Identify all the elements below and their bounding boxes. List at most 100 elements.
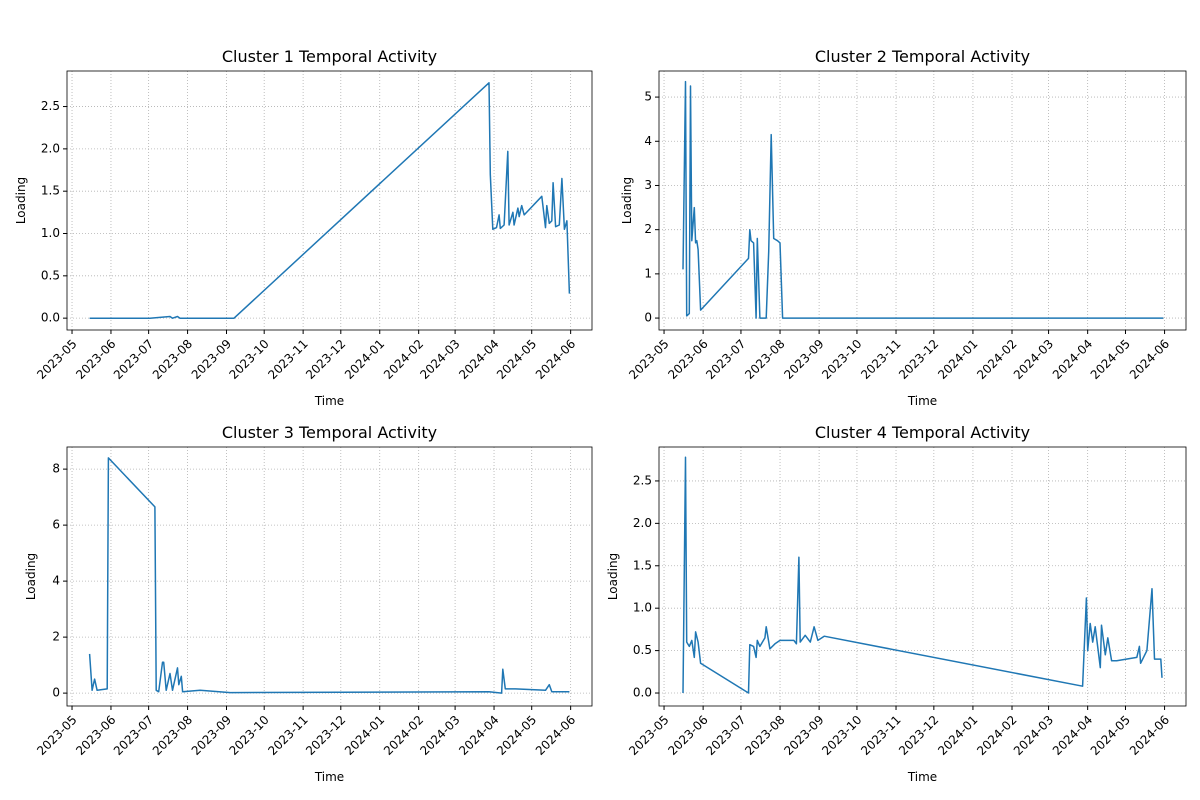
y-tick-label: 0.0	[41, 311, 60, 325]
x-tick-label: 2023-05	[34, 337, 79, 382]
x-tick-label: 2023-10	[226, 713, 271, 758]
x-tick-label: 2023-11	[858, 713, 903, 758]
x-tick-label: 2023-12	[896, 713, 941, 758]
y-tick-label: 1	[644, 266, 652, 280]
y-axis-label: Loading	[620, 177, 634, 224]
y-tick-label: 2.0	[41, 141, 60, 155]
y-tick-label: 2.0	[633, 516, 652, 530]
y-tick-label: 1.0	[633, 601, 652, 615]
y-tick-label: 0.0	[633, 686, 652, 700]
subplot-title: Cluster 2 Temporal Activity	[815, 47, 1030, 66]
subplot: 2023-052023-062023-072023-082023-092023-…	[606, 423, 1187, 784]
x-tick-label: 2024-04	[456, 337, 501, 382]
y-tick-label: 0.5	[633, 643, 652, 657]
x-tick-label: 2024-06	[533, 713, 578, 758]
x-tick-label: 2023-08	[150, 713, 195, 758]
x-tick-label: 2024-03	[417, 713, 462, 758]
y-tick-label: 8	[52, 462, 60, 476]
subplot: 2023-052023-062023-072023-082023-092023-…	[24, 423, 593, 784]
x-tick-label: 2024-06	[533, 337, 578, 382]
x-tick-label: 2023-07	[111, 713, 156, 758]
y-tick-label: 6	[52, 518, 60, 532]
x-tick-label: 2023-12	[896, 337, 941, 382]
subplot: 2023-052023-062023-072023-082023-092023-…	[14, 47, 593, 408]
x-tick-label: 2023-07	[703, 337, 748, 382]
data-line	[89, 82, 571, 319]
x-tick-label: 2023-09	[781, 713, 826, 758]
axes-frame	[66, 70, 593, 331]
x-tick-label: 2024-01	[935, 713, 980, 758]
x-axis-label: Time	[314, 394, 344, 408]
x-tick-label: 2024-01	[342, 713, 387, 758]
y-tick-label: 2	[644, 222, 652, 236]
x-axis-label: Time	[907, 770, 937, 784]
x-tick-label: 2024-06	[1127, 713, 1172, 758]
x-tick-label: 2023-11	[265, 713, 310, 758]
y-tick-label: 1.5	[633, 558, 652, 572]
x-tick-label: 2023-06	[73, 713, 118, 758]
x-tick-label: 2024-05	[494, 713, 539, 758]
x-tick-label: 2023-05	[626, 713, 671, 758]
x-tick-label: 2024-06	[1127, 337, 1172, 382]
x-tick-label: 2023-09	[189, 337, 234, 382]
axes-frame	[658, 70, 1187, 331]
y-axis-label: Loading	[24, 553, 38, 600]
y-tick-label: 2.5	[41, 99, 60, 113]
subplot-title: Cluster 4 Temporal Activity	[815, 423, 1030, 442]
x-tick-label: 2024-01	[935, 337, 980, 382]
x-tick-label: 2023-09	[781, 337, 826, 382]
x-tick-label: 2024-05	[1088, 337, 1133, 382]
x-tick-label: 2023-07	[111, 337, 156, 382]
x-tick-label: 2024-04	[1050, 713, 1095, 758]
x-tick-label: 2024-01	[342, 337, 387, 382]
x-axis-label: Time	[907, 394, 937, 408]
x-tick-label: 2024-05	[494, 337, 539, 382]
x-tick-label: 2023-07	[703, 713, 748, 758]
y-tick-label: 0	[52, 686, 60, 700]
x-tick-label: 2023-12	[303, 337, 348, 382]
data-line	[682, 456, 1163, 694]
y-tick-label: 3	[644, 178, 652, 192]
axes-frame	[658, 446, 1187, 707]
y-tick-label: 0	[644, 311, 652, 325]
y-axis-label: Loading	[606, 553, 620, 600]
x-tick-label: 2023-06	[665, 337, 710, 382]
subplot-title: Cluster 3 Temporal Activity	[222, 423, 437, 442]
x-tick-label: 2024-05	[1088, 713, 1133, 758]
x-tick-label: 2024-04	[456, 713, 501, 758]
y-tick-label: 2.5	[633, 473, 652, 487]
x-tick-label: 2024-03	[1011, 337, 1056, 382]
y-tick-label: 4	[52, 574, 60, 588]
x-tick-label: 2023-11	[265, 337, 310, 382]
y-tick-label: 1.5	[41, 184, 60, 198]
x-axis-label: Time	[314, 770, 344, 784]
x-tick-label: 2023-08	[150, 337, 195, 382]
x-tick-label: 2024-03	[1011, 713, 1056, 758]
x-tick-label: 2023-10	[819, 713, 864, 758]
subplot-title: Cluster 1 Temporal Activity	[222, 47, 437, 66]
data-line	[88, 457, 570, 694]
y-tick-label: 1.0	[41, 226, 60, 240]
x-tick-label: 2023-10	[819, 337, 864, 382]
x-tick-label: 2024-03	[417, 337, 462, 382]
x-tick-label: 2023-05	[626, 337, 671, 382]
data-line	[682, 80, 1164, 319]
axes-frame	[66, 446, 593, 707]
x-tick-label: 2023-06	[665, 713, 710, 758]
x-tick-label: 2023-06	[73, 337, 118, 382]
x-tick-label: 2023-09	[189, 713, 234, 758]
x-tick-label: 2023-11	[858, 337, 903, 382]
x-tick-label: 2023-08	[742, 713, 787, 758]
y-tick-label: 5	[644, 90, 652, 104]
y-tick-label: 2	[52, 630, 60, 644]
y-tick-label: 4	[644, 134, 652, 148]
y-axis-label: Loading	[14, 177, 28, 224]
x-tick-label: 2024-04	[1050, 337, 1095, 382]
x-tick-label: 2023-12	[303, 713, 348, 758]
y-tick-label: 0.5	[41, 268, 60, 282]
subplot: 2023-052023-062023-072023-082023-092023-…	[620, 47, 1187, 408]
x-tick-label: 2023-08	[742, 337, 787, 382]
x-tick-label: 2023-10	[226, 337, 271, 382]
x-tick-label: 2023-05	[34, 713, 79, 758]
